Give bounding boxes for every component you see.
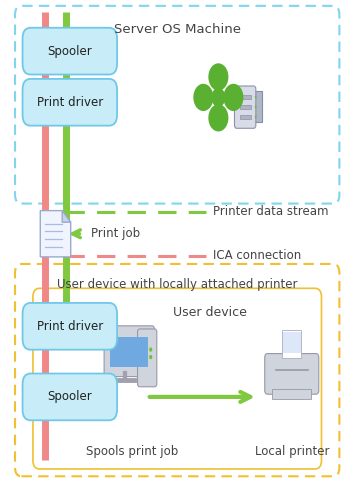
Text: Print driver: Print driver xyxy=(37,96,103,109)
FancyBboxPatch shape xyxy=(234,86,256,128)
FancyBboxPatch shape xyxy=(15,6,339,204)
Text: Spooler: Spooler xyxy=(47,45,92,57)
FancyBboxPatch shape xyxy=(23,374,117,420)
Text: User device with locally attached printer: User device with locally attached printe… xyxy=(57,278,297,291)
Text: ICA connection: ICA connection xyxy=(213,249,301,262)
FancyBboxPatch shape xyxy=(282,330,301,358)
Text: Print job: Print job xyxy=(91,227,140,240)
Text: Printer data stream: Printer data stream xyxy=(213,206,329,218)
Circle shape xyxy=(255,115,257,118)
Circle shape xyxy=(149,347,152,352)
Text: Spools print job: Spools print job xyxy=(86,446,179,458)
Text: Spooler: Spooler xyxy=(47,391,92,403)
FancyBboxPatch shape xyxy=(265,354,319,394)
FancyBboxPatch shape xyxy=(272,390,311,399)
FancyBboxPatch shape xyxy=(15,264,339,476)
Polygon shape xyxy=(62,210,71,222)
Text: Server OS Machine: Server OS Machine xyxy=(114,23,241,37)
Circle shape xyxy=(223,84,243,111)
FancyBboxPatch shape xyxy=(110,337,148,367)
Polygon shape xyxy=(40,210,71,257)
FancyBboxPatch shape xyxy=(240,115,251,119)
FancyBboxPatch shape xyxy=(137,329,157,387)
FancyBboxPatch shape xyxy=(283,332,301,353)
FancyBboxPatch shape xyxy=(23,28,117,75)
Circle shape xyxy=(149,355,152,359)
FancyBboxPatch shape xyxy=(33,288,321,469)
Circle shape xyxy=(255,106,257,108)
FancyBboxPatch shape xyxy=(240,91,262,122)
Text: User device: User device xyxy=(173,306,247,319)
Text: Print driver: Print driver xyxy=(37,320,103,333)
Circle shape xyxy=(208,63,228,91)
FancyBboxPatch shape xyxy=(240,95,251,99)
FancyBboxPatch shape xyxy=(23,79,117,126)
FancyBboxPatch shape xyxy=(23,303,117,350)
Circle shape xyxy=(193,84,213,111)
Circle shape xyxy=(208,104,228,131)
Circle shape xyxy=(211,88,226,107)
Text: Local printer: Local printer xyxy=(255,446,329,458)
FancyBboxPatch shape xyxy=(240,105,251,109)
Circle shape xyxy=(255,95,257,98)
FancyBboxPatch shape xyxy=(104,326,154,376)
